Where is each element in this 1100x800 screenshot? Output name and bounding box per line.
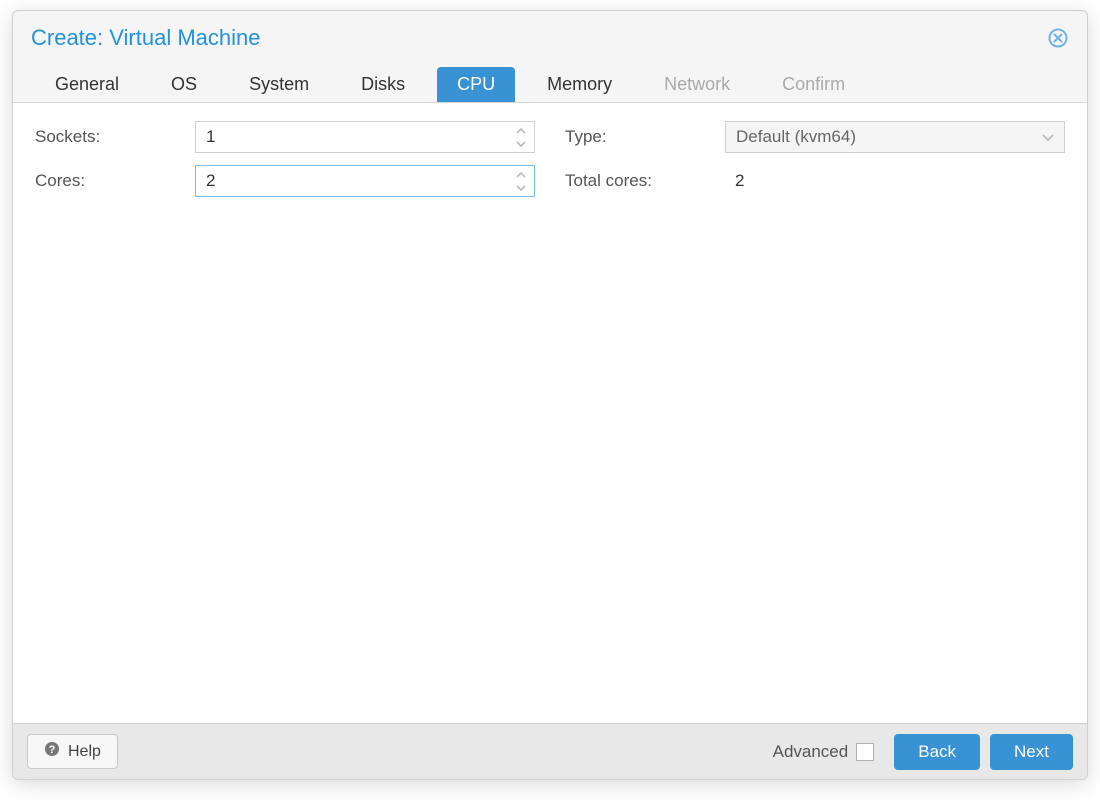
total-cores-row: Total cores: 2 [565,165,1065,197]
cores-field[interactable] [196,166,506,196]
tab-cpu[interactable]: CPU [437,67,515,102]
svg-text:?: ? [49,744,56,756]
back-button[interactable]: Back [894,734,980,770]
chevron-down-icon[interactable] [514,137,528,150]
type-value: Default (kvm64) [736,127,856,147]
cores-row: Cores: [35,165,535,197]
type-select[interactable]: Default (kvm64) [725,121,1065,153]
total-cores-label: Total cores: [565,171,725,191]
chevron-up-icon[interactable] [514,124,528,137]
tab-disks[interactable]: Disks [341,67,425,102]
chevron-down-icon[interactable] [514,181,528,194]
tab-bar: General OS System Disks CPU Memory Netwo… [13,59,1087,103]
total-cores-value: 2 [725,171,744,191]
create-vm-dialog: Create: Virtual Machine General OS Syste… [12,10,1088,780]
tab-system[interactable]: System [229,67,329,102]
sockets-spinner[interactable] [514,124,528,150]
chevron-down-icon [1042,128,1054,146]
type-row: Type: Default (kvm64) [565,121,1065,153]
content-panel: Sockets: Cores: [13,103,1087,723]
tab-network: Network [644,67,750,102]
right-column: Type: Default (kvm64) Total cores: 2 [565,121,1065,705]
dialog-title: Create: Virtual Machine [31,25,261,51]
help-button[interactable]: ? Help [27,734,118,769]
next-button[interactable]: Next [990,734,1073,770]
help-icon: ? [44,741,60,762]
sockets-field[interactable] [196,122,506,152]
advanced-toggle[interactable]: Advanced [773,742,875,762]
tab-os[interactable]: OS [151,67,217,102]
left-column: Sockets: Cores: [35,121,535,705]
sockets-input[interactable] [195,121,535,153]
cores-spinner[interactable] [514,168,528,194]
sockets-label: Sockets: [35,127,195,147]
chevron-up-icon[interactable] [514,168,528,181]
sockets-row: Sockets: [35,121,535,153]
advanced-checkbox[interactable] [856,743,874,761]
tab-memory[interactable]: Memory [527,67,632,102]
close-icon[interactable] [1047,27,1069,49]
cores-input[interactable] [195,165,535,197]
help-label: Help [68,743,101,761]
dialog-header: Create: Virtual Machine [13,11,1087,59]
advanced-label-text: Advanced [773,742,849,762]
dialog-footer: ? Help Advanced Back Next [13,723,1087,779]
cores-label: Cores: [35,171,195,191]
type-label: Type: [565,127,725,147]
tab-confirm: Confirm [762,67,865,102]
tab-general[interactable]: General [35,67,139,102]
